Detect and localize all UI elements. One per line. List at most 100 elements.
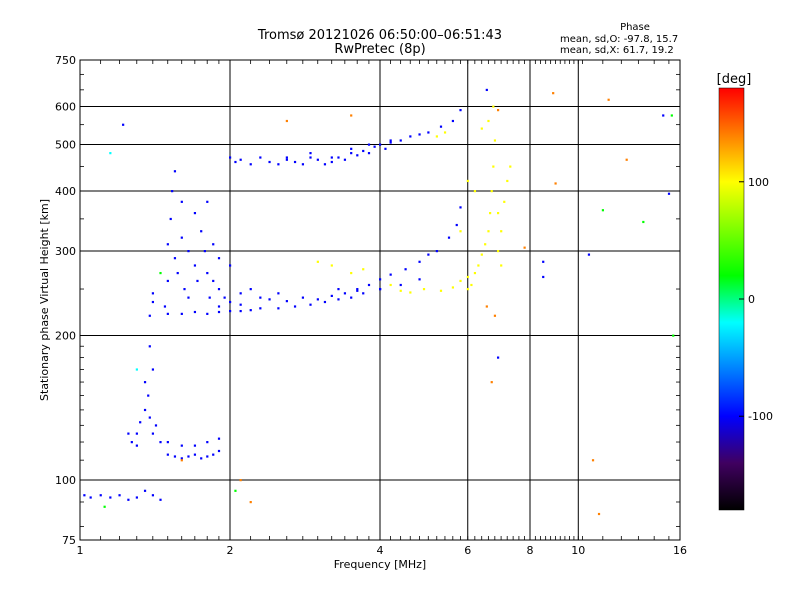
data-point	[435, 135, 438, 138]
data-point	[143, 381, 147, 384]
data-point	[662, 114, 665, 117]
data-point	[229, 300, 232, 304]
x-tick-label: 2	[227, 544, 234, 557]
data-point	[239, 292, 242, 295]
data-point	[367, 152, 371, 155]
data-point	[277, 163, 280, 166]
data-point	[208, 296, 211, 299]
data-point	[309, 152, 312, 155]
data-point	[356, 288, 359, 291]
data-point	[217, 257, 221, 260]
data-point	[399, 289, 402, 292]
data-point	[118, 494, 121, 497]
data-point	[212, 243, 215, 246]
data-point	[466, 275, 469, 279]
data-point	[451, 119, 455, 123]
data-point	[418, 278, 421, 281]
data-point	[459, 206, 462, 209]
data-point	[200, 457, 203, 460]
data-point	[496, 356, 500, 359]
data-point	[301, 296, 305, 299]
data-point	[455, 223, 458, 227]
data-point	[229, 156, 232, 159]
data-point	[309, 156, 312, 159]
data-point	[187, 296, 190, 299]
data-point	[285, 156, 288, 159]
data-point	[418, 260, 421, 263]
data-point	[337, 298, 340, 301]
data-point	[239, 158, 242, 161]
data-point	[176, 271, 179, 275]
data-point	[206, 441, 209, 444]
data-point	[206, 312, 209, 315]
data-point	[500, 230, 503, 233]
data-point	[409, 291, 412, 294]
data-point	[239, 309, 242, 313]
data-point	[601, 209, 605, 212]
data-point	[148, 416, 151, 419]
data-point	[193, 453, 197, 456]
data-point	[180, 459, 183, 462]
y-tick-labels: 75 100 200 300 400 500 600 750	[55, 54, 76, 547]
data-point	[625, 158, 628, 161]
data-point	[148, 345, 151, 348]
y-tick-label: 75	[62, 534, 76, 547]
data-point	[379, 288, 382, 291]
data-point	[293, 160, 297, 164]
data-point	[389, 139, 392, 142]
data-point	[451, 286, 455, 289]
data-point	[367, 283, 371, 287]
data-point	[343, 292, 347, 295]
data-point	[443, 131, 447, 134]
data-point	[234, 489, 237, 492]
data-point	[99, 494, 102, 497]
phase-stats-x: mean, sd,X: 61.7, 19.2	[560, 45, 674, 56]
data-point	[103, 505, 106, 508]
data-point	[249, 288, 252, 291]
data-point	[496, 109, 500, 112]
data-point	[229, 264, 232, 267]
data-point	[418, 133, 421, 136]
data-point	[330, 160, 333, 164]
data-point	[166, 243, 169, 246]
data-point	[399, 283, 402, 287]
data-point	[500, 264, 503, 267]
data-point	[159, 498, 162, 501]
data-point	[139, 421, 142, 424]
data-point	[607, 98, 610, 101]
data-point	[459, 279, 462, 283]
data-point	[509, 165, 512, 168]
data-point	[169, 217, 172, 221]
data-point	[217, 449, 221, 453]
data-point	[135, 432, 138, 435]
data-point	[196, 279, 199, 283]
data-point	[480, 253, 483, 256]
data-point	[135, 444, 138, 447]
data-point	[503, 200, 506, 203]
data-point	[350, 296, 353, 299]
data-point	[330, 294, 333, 297]
data-point	[389, 141, 392, 144]
data-point	[151, 368, 155, 371]
data-point	[316, 158, 319, 161]
data-point	[285, 119, 288, 123]
data-point	[147, 394, 150, 397]
data-point	[249, 309, 252, 312]
data-point	[343, 158, 347, 161]
data-point	[362, 292, 365, 295]
data-point	[206, 455, 209, 458]
data-point	[193, 264, 197, 267]
data-point	[151, 494, 155, 497]
data-point	[259, 296, 262, 299]
x-tick-label: 16	[673, 544, 687, 557]
data-point	[109, 152, 112, 155]
data-point	[484, 243, 487, 246]
phase-title: Phase	[620, 22, 650, 33]
x-tick-label: 8	[527, 544, 534, 557]
data-point	[554, 182, 557, 185]
data-point	[487, 230, 490, 233]
data-point	[427, 131, 430, 134]
data-point	[642, 220, 645, 224]
data-point	[552, 92, 555, 95]
